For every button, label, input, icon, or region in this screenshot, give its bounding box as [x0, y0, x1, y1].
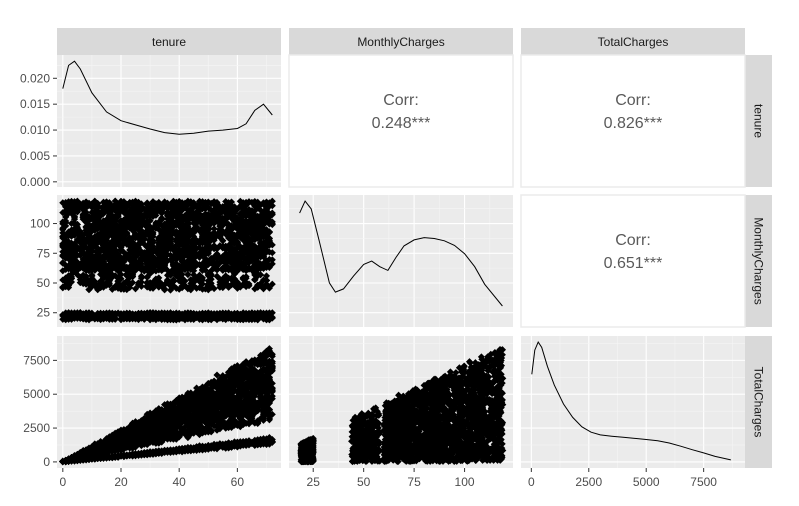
panel-TotalCharges-TotalCharges [521, 336, 745, 468]
strip-right-MonthlyCharges [745, 195, 772, 327]
strip-right-tenure [745, 55, 772, 187]
corr-panel-tenure-MonthlyCharges [288, 54, 514, 188]
strip-top-tenure [57, 28, 281, 55]
strip-top-MonthlyCharges [289, 28, 513, 55]
panel-tenure-tenure [57, 55, 281, 187]
panel-MonthlyCharges-MonthlyCharges [289, 195, 513, 327]
strip-top-TotalCharges [521, 28, 745, 55]
corr-panel-MonthlyCharges-TotalCharges [520, 194, 746, 328]
corr-panel-tenure-TotalCharges [520, 54, 746, 188]
strip-right-TotalCharges [745, 336, 772, 468]
scatter-point [111, 197, 119, 205]
scatter-points-MonthlyCharges-vs-tenure [59, 197, 276, 324]
